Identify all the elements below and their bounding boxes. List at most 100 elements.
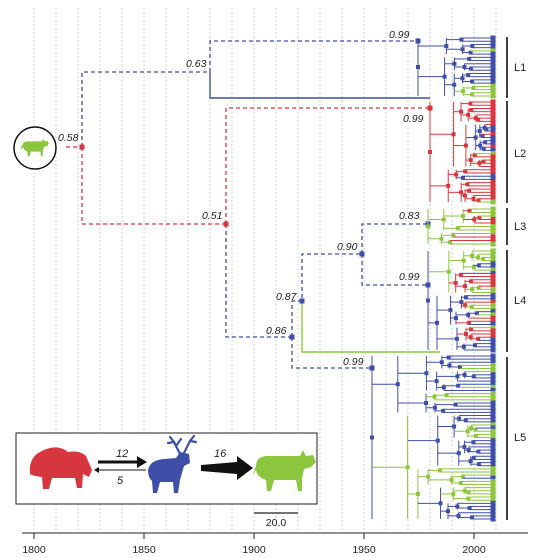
tree-node <box>490 217 496 222</box>
tree-node <box>490 48 496 54</box>
clade-label-l1: L1 <box>514 62 526 74</box>
tree-node <box>490 90 496 96</box>
tree-node <box>490 224 496 229</box>
tree-node <box>490 293 496 299</box>
tree-node <box>476 263 481 268</box>
tree-node <box>452 424 457 429</box>
bison-icon <box>29 447 92 489</box>
tree-node <box>466 112 471 117</box>
l3-branch <box>361 223 428 254</box>
tree-node <box>490 460 496 466</box>
tree-node <box>452 82 457 87</box>
tree-node <box>490 80 496 86</box>
posterior-l2: 0.99 <box>403 113 424 125</box>
time-axis: 1800 1850 1900 1950 2000 <box>22 532 528 556</box>
tree-node <box>457 364 462 369</box>
tree-node <box>490 341 496 347</box>
tree-node <box>490 469 496 475</box>
tree-node <box>455 374 460 379</box>
tree-node <box>490 510 496 516</box>
tree-node <box>459 37 464 42</box>
tree-node <box>456 451 461 456</box>
tree-node <box>460 47 465 52</box>
cattle-icon <box>252 450 316 491</box>
tree-node <box>426 298 430 303</box>
tree-node <box>469 304 474 309</box>
tree-node <box>465 182 470 187</box>
clade-label-l5: L5 <box>514 432 526 444</box>
tree-node <box>490 347 496 353</box>
tree-node <box>490 507 496 513</box>
tree-node <box>460 76 465 81</box>
tree-node <box>490 309 496 315</box>
tree-node <box>462 488 467 493</box>
tree-node <box>439 236 444 241</box>
tree-node <box>490 334 496 340</box>
tree-node <box>483 140 488 145</box>
tree-node <box>466 320 471 325</box>
tree-node <box>490 105 496 111</box>
tree-node <box>434 379 439 384</box>
tick-1800: 1800 <box>22 544 46 556</box>
tree-node <box>453 280 458 285</box>
tree-node <box>463 295 468 300</box>
tree-node <box>476 336 481 341</box>
tree-node <box>480 133 485 138</box>
tree-node <box>490 450 496 456</box>
tree-node <box>476 198 481 203</box>
tree-node <box>490 362 496 368</box>
tree-node <box>439 360 444 365</box>
tree-node <box>490 325 496 331</box>
tree-node <box>490 128 496 134</box>
tree-node <box>490 45 496 51</box>
tree-node <box>461 214 466 218</box>
tree-node <box>490 381 496 387</box>
tree-node <box>490 315 496 321</box>
tree-node <box>490 422 496 428</box>
tree-node <box>424 401 429 406</box>
tree-node <box>395 382 400 387</box>
tree-node <box>416 65 420 69</box>
scale-bar: 20.0 <box>254 512 298 529</box>
scale-bar-label: 20.0 <box>266 517 287 529</box>
tree-node <box>490 102 496 108</box>
tree-node <box>490 397 496 403</box>
posterior-labels: 0.58 0.63 0.99 0.51 0.99 0.83 0.90 0.99 … <box>58 29 424 368</box>
tree-node <box>490 369 496 375</box>
tree-node <box>490 206 496 212</box>
tree-node <box>463 143 468 148</box>
tree-node <box>462 372 467 377</box>
clade-subtrees <box>370 35 496 522</box>
tree-node <box>490 431 496 437</box>
tree-node <box>451 132 456 137</box>
tree-node <box>490 318 496 324</box>
clade-label-l3: L3 <box>514 221 526 233</box>
tree-node <box>477 129 482 134</box>
tree-node <box>471 440 476 445</box>
tree-node <box>490 189 496 195</box>
tree-node <box>455 226 460 231</box>
tree-node <box>458 480 463 485</box>
tree-node <box>490 112 496 118</box>
tree-node <box>444 393 449 398</box>
tree-node <box>463 284 468 289</box>
tree-node <box>468 279 473 284</box>
tree-node <box>490 170 496 176</box>
tree-node <box>490 164 496 170</box>
tree-node <box>490 409 496 415</box>
tree-node <box>490 456 496 462</box>
tree-node <box>490 277 496 283</box>
tree-node <box>452 61 457 66</box>
tree-node <box>447 363 452 368</box>
tree-node <box>490 147 496 153</box>
tick-1850: 1850 <box>132 544 156 556</box>
tree-node <box>415 491 420 496</box>
posterior-l3l4: 0.90 <box>337 241 358 253</box>
tree-node <box>490 463 496 469</box>
rate-deer-to-cattle: 16 <box>214 448 227 460</box>
posterior-upper: 0.63 <box>186 58 207 70</box>
tree-node <box>490 488 496 494</box>
tree-node <box>441 217 446 222</box>
tree-node <box>451 233 456 238</box>
